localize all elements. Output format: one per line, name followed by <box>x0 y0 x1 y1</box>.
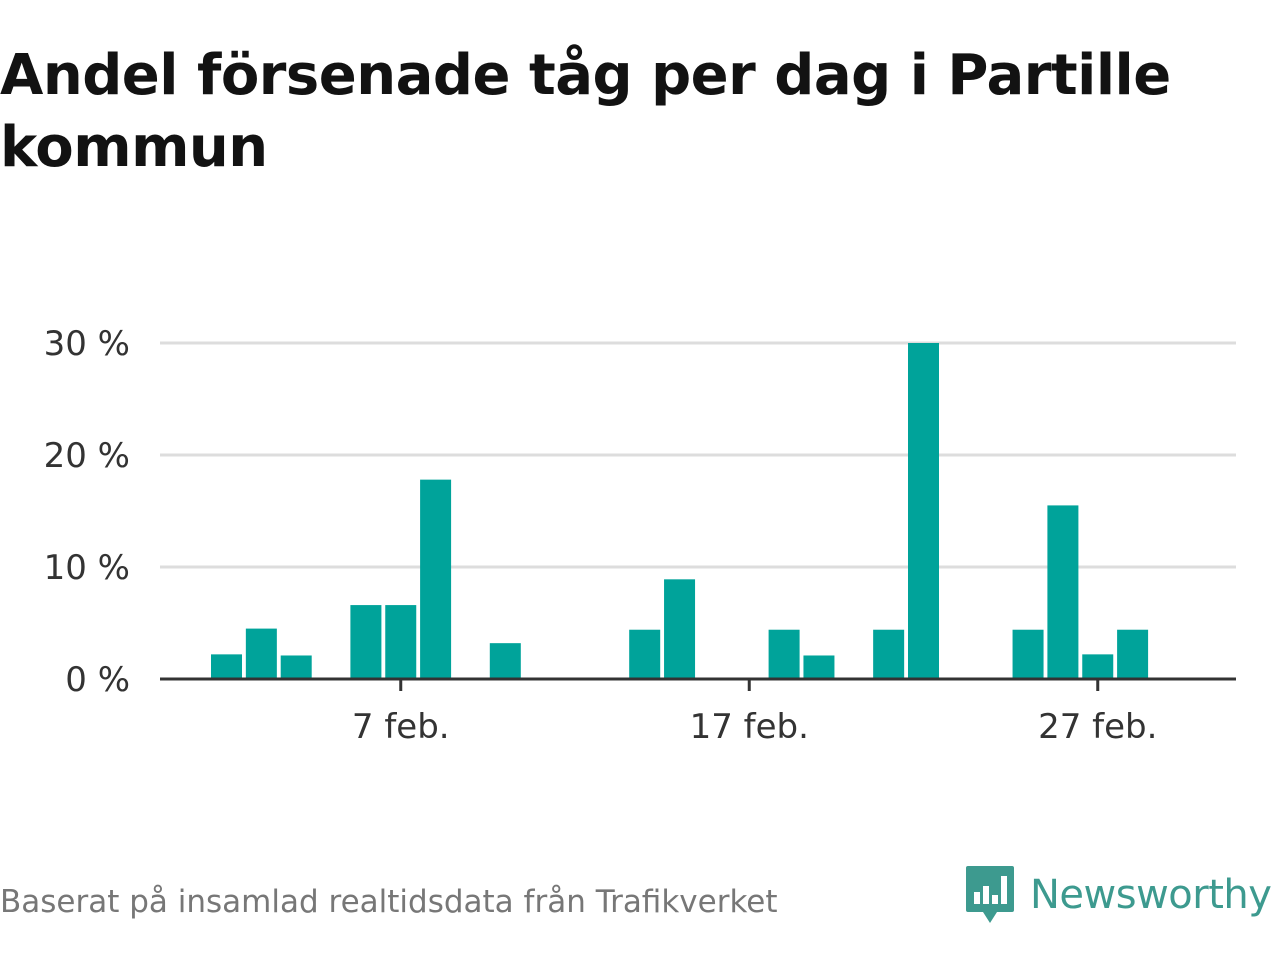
x-tick-label: 27 feb. <box>1038 707 1157 747</box>
bar <box>768 629 800 679</box>
bar <box>385 605 417 679</box>
bars <box>211 343 1149 679</box>
chart-title: Andel försenade tåg per dag i Partille k… <box>0 43 1171 180</box>
bar <box>1082 654 1114 679</box>
bar <box>350 605 382 679</box>
bar <box>420 479 452 679</box>
bar <box>629 629 661 679</box>
bar <box>1047 505 1079 679</box>
y-tick-label: 10 % <box>44 548 130 588</box>
bar <box>873 629 905 679</box>
bar <box>245 628 277 679</box>
bar <box>803 655 835 679</box>
bar <box>1117 629 1149 679</box>
bar <box>1012 629 1044 679</box>
y-tick-label: 20 % <box>44 436 130 476</box>
y-axis-labels: 0 % 10 % 20 % 30 % <box>44 324 130 700</box>
y-tick-label: 30 % <box>44 324 130 364</box>
brand-logo: Newsworthy <box>964 862 1272 928</box>
x-tick-label: 17 feb. <box>690 707 809 747</box>
brand-name: Newsworthy <box>1030 872 1272 918</box>
x-tick-label: 7 feb. <box>352 707 450 747</box>
newsworthy-logo-icon <box>966 866 1014 923</box>
source-note: Baserat på insamlad realtidsdata från Tr… <box>0 884 778 920</box>
bar <box>280 655 312 679</box>
x-axis-ticks: 7 feb. 17 feb. 27 feb. <box>352 679 1157 747</box>
bar <box>664 579 696 679</box>
bar <box>489 643 521 679</box>
bar <box>908 343 939 679</box>
bar <box>211 654 242 679</box>
y-tick-label: 0 % <box>65 660 130 700</box>
